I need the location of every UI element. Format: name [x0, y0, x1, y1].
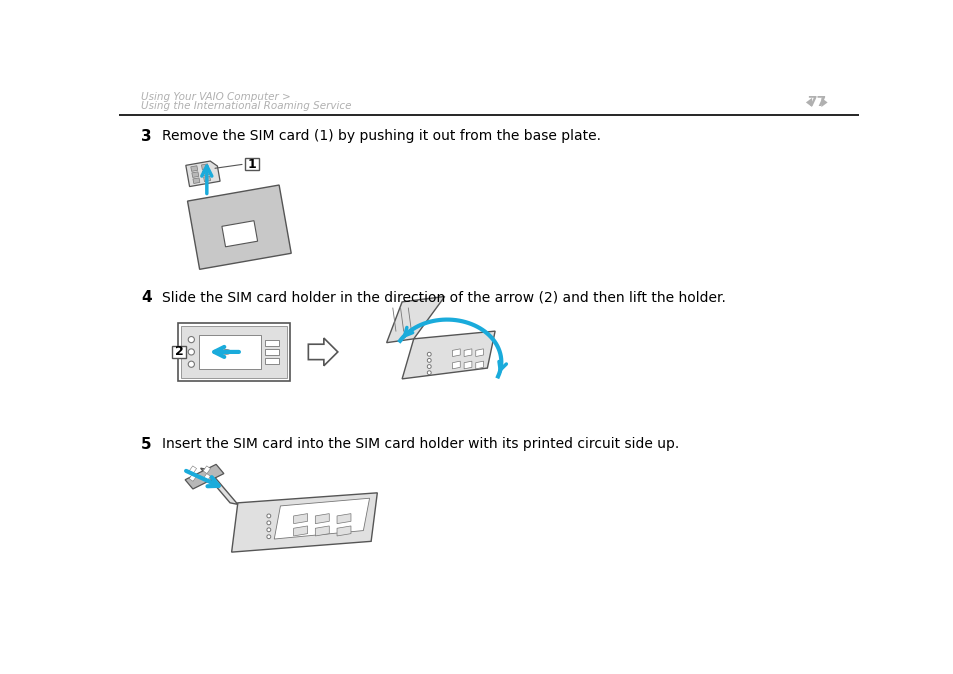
- Circle shape: [427, 353, 431, 356]
- Polygon shape: [186, 161, 220, 187]
- Text: 2: 2: [174, 345, 183, 359]
- Polygon shape: [452, 349, 459, 357]
- Polygon shape: [402, 331, 495, 379]
- FancyBboxPatch shape: [245, 158, 258, 171]
- Text: 77: 77: [806, 96, 825, 109]
- Polygon shape: [201, 164, 208, 169]
- Polygon shape: [188, 185, 291, 270]
- Polygon shape: [294, 526, 307, 536]
- Polygon shape: [222, 220, 257, 247]
- Polygon shape: [203, 474, 211, 481]
- Text: Using Your VAIO Computer >: Using Your VAIO Computer >: [141, 92, 291, 102]
- FancyBboxPatch shape: [265, 340, 278, 346]
- Polygon shape: [315, 514, 329, 524]
- Polygon shape: [386, 297, 444, 342]
- Polygon shape: [189, 466, 196, 474]
- Circle shape: [188, 349, 194, 355]
- Polygon shape: [232, 493, 377, 552]
- Polygon shape: [476, 349, 483, 357]
- Polygon shape: [308, 338, 337, 366]
- Polygon shape: [336, 514, 351, 524]
- Polygon shape: [336, 526, 351, 536]
- Polygon shape: [821, 98, 827, 107]
- Polygon shape: [202, 170, 210, 175]
- Polygon shape: [274, 498, 369, 539]
- Circle shape: [267, 521, 271, 525]
- Polygon shape: [185, 464, 224, 489]
- Text: Remove the SIM card (1) by pushing it out from the base plate.: Remove the SIM card (1) by pushing it ou…: [162, 129, 600, 143]
- Polygon shape: [464, 349, 472, 357]
- Ellipse shape: [221, 350, 231, 355]
- Circle shape: [427, 371, 431, 375]
- Polygon shape: [200, 468, 237, 504]
- FancyBboxPatch shape: [265, 349, 278, 355]
- Text: 3: 3: [141, 129, 152, 144]
- Polygon shape: [189, 474, 196, 481]
- Polygon shape: [464, 361, 472, 369]
- FancyBboxPatch shape: [265, 358, 278, 364]
- Polygon shape: [178, 323, 290, 381]
- FancyBboxPatch shape: [172, 346, 186, 358]
- Circle shape: [427, 365, 431, 369]
- Text: Insert the SIM card into the SIM card holder with its printed circuit side up.: Insert the SIM card into the SIM card ho…: [162, 437, 679, 451]
- Circle shape: [267, 528, 271, 532]
- Polygon shape: [199, 335, 261, 369]
- Polygon shape: [181, 326, 286, 378]
- Polygon shape: [203, 466, 211, 474]
- Text: Using the International Roaming Service: Using the International Roaming Service: [141, 101, 351, 111]
- Circle shape: [267, 534, 271, 539]
- Polygon shape: [805, 98, 811, 107]
- Text: 5: 5: [141, 437, 152, 452]
- Polygon shape: [203, 176, 211, 181]
- Circle shape: [427, 359, 431, 363]
- Polygon shape: [191, 166, 197, 171]
- Polygon shape: [193, 178, 199, 183]
- Circle shape: [188, 361, 194, 367]
- Polygon shape: [192, 172, 198, 177]
- Polygon shape: [452, 361, 459, 369]
- Text: Slide the SIM card holder in the direction of the arrow (2) and then lift the ho: Slide the SIM card holder in the directi…: [162, 290, 725, 305]
- Circle shape: [267, 514, 271, 518]
- Text: 4: 4: [141, 290, 152, 305]
- Polygon shape: [315, 526, 329, 536]
- Text: 1: 1: [247, 158, 256, 171]
- Polygon shape: [476, 361, 483, 369]
- Polygon shape: [294, 514, 307, 524]
- Circle shape: [188, 336, 194, 342]
